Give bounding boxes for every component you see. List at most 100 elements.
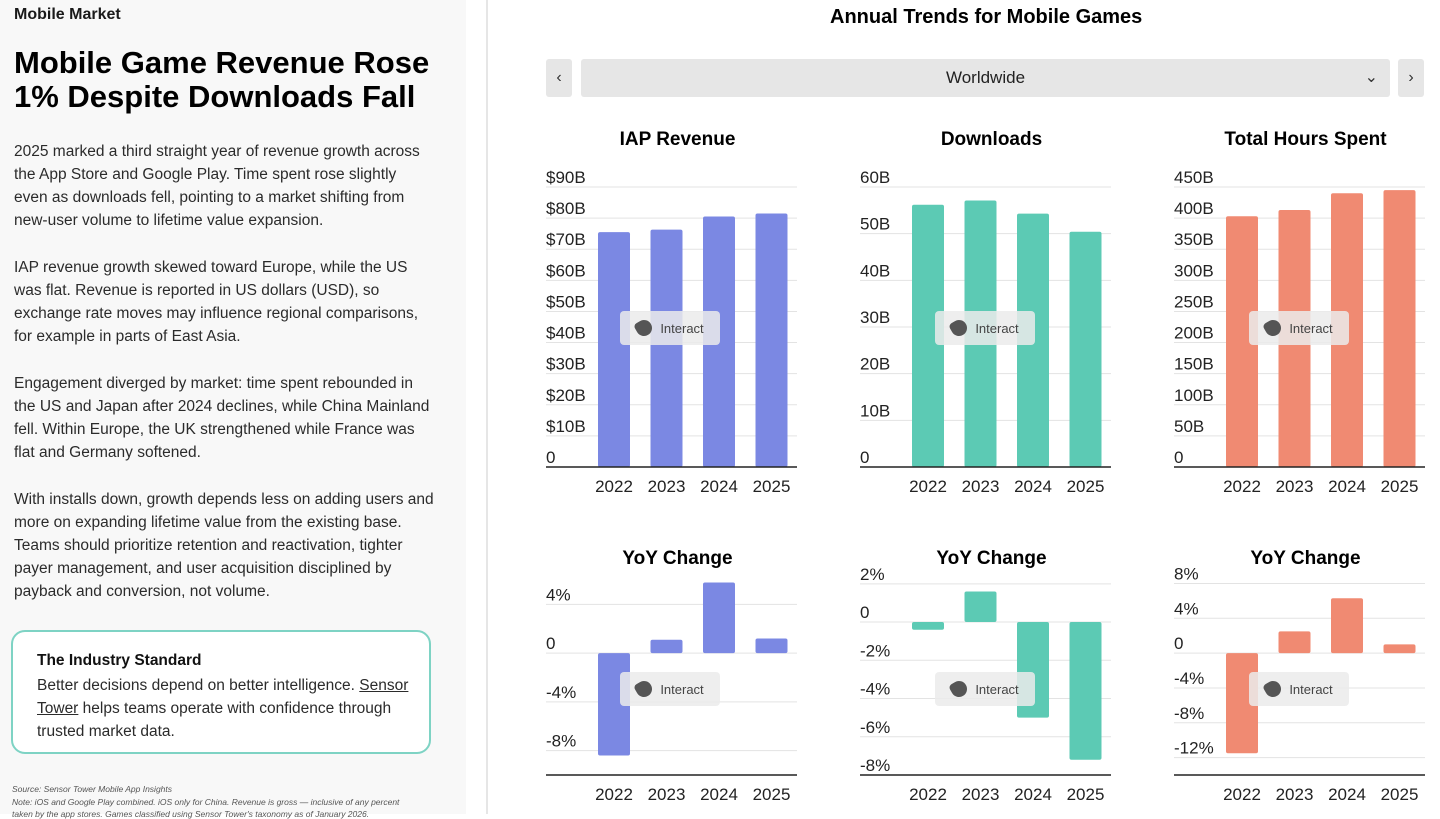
downloads-yoy-x-tick-label: 2025 bbox=[1067, 785, 1105, 804]
iap-yoy-bar-2023 bbox=[650, 639, 683, 654]
hours-bar-2022 bbox=[1226, 216, 1258, 467]
hours-yoy-x-tick-label: 2023 bbox=[1276, 785, 1314, 804]
downloads-y-tick-label: 40B bbox=[860, 261, 890, 280]
downloads-y-tick-label: 0 bbox=[860, 448, 869, 467]
prev-region-button[interactable]: ‹ bbox=[546, 59, 572, 97]
iap-bar-2023 bbox=[650, 229, 683, 467]
hand-pointer-icon bbox=[633, 678, 656, 700]
region-dropdown[interactable]: Worldwide ⌄ bbox=[581, 59, 1390, 97]
hand-pointer-icon bbox=[1262, 317, 1285, 339]
downloads-yoy-y-tick-label: 0 bbox=[860, 603, 869, 622]
industry-standard-callout: The Industry Standard Better decisions d… bbox=[11, 630, 431, 754]
iap-yoy-y-tick-label: 0 bbox=[546, 634, 555, 653]
iap-yoy-bar-2025 bbox=[755, 638, 788, 654]
downloads-yoy-x-tick-label: 2023 bbox=[962, 785, 1000, 804]
downloads-yoy-y-tick-label: -8% bbox=[860, 756, 890, 775]
article-panel: Mobile Market Mobile Game Revenue Rose 1… bbox=[0, 0, 466, 819]
iap-y-tick-label: $90B bbox=[546, 168, 586, 187]
hours-chart-title: Total Hours Spent bbox=[1224, 129, 1387, 150]
hours-yoy-y-tick-label: 8% bbox=[1174, 564, 1199, 583]
hours-yoy-y-tick-label: -8% bbox=[1174, 704, 1204, 723]
iap-y-tick-label: $30B bbox=[546, 355, 586, 374]
interact-button-iap[interactable]: Interact bbox=[620, 311, 720, 345]
hours-yoy-x-tick-label: 2024 bbox=[1328, 785, 1366, 804]
downloads-yoy-y-tick-label: -4% bbox=[860, 680, 890, 699]
hours-y-tick-label: 250B bbox=[1174, 292, 1214, 311]
hours-yoy-y-tick-label: 4% bbox=[1174, 599, 1199, 618]
iap-yoy-x-tick-label: 2024 bbox=[700, 785, 738, 804]
callout-body: Better decisions depend on better intell… bbox=[37, 674, 417, 743]
source-note: Source: Sensor Tower Mobile App Insights bbox=[12, 784, 173, 794]
chevron-right-icon: › bbox=[1408, 69, 1414, 86]
downloads-yoy-chart-title: YoY Change bbox=[936, 548, 1046, 569]
hand-pointer-icon bbox=[633, 317, 656, 339]
hours-yoy-y-tick-label: -4% bbox=[1174, 669, 1204, 688]
hours-y-tick-label: 400B bbox=[1174, 199, 1214, 218]
hours-y-tick-label: 0 bbox=[1174, 448, 1183, 467]
hours-y-tick-label: 200B bbox=[1174, 324, 1214, 343]
downloads-yoy-bar-2022 bbox=[912, 622, 944, 630]
downloads-yoy-y-tick-label: -6% bbox=[860, 718, 890, 737]
headline: Mobile Game Revenue Rose 1% Despite Down… bbox=[14, 45, 430, 114]
iap-y-tick-label: $20B bbox=[546, 386, 586, 405]
hand-pointer-icon bbox=[948, 678, 971, 700]
downloads-bar-2025 bbox=[1069, 231, 1102, 467]
next-region-button[interactable]: › bbox=[1398, 59, 1424, 97]
downloads-yoy-bar-2025 bbox=[1069, 622, 1102, 760]
interact-label: Interact bbox=[975, 681, 1019, 697]
downloads-yoy-x-tick-label: 2022 bbox=[909, 785, 947, 804]
hours-y-tick-label: 100B bbox=[1174, 386, 1214, 405]
hand-pointer-icon bbox=[1262, 678, 1285, 700]
callout-title: The Industry Standard bbox=[37, 652, 202, 669]
interact-button-hours[interactable]: Interact bbox=[1249, 311, 1349, 345]
iap-x-tick-label: 2022 bbox=[595, 477, 633, 496]
callout-text-before: Better decisions depend on better intell… bbox=[37, 677, 360, 694]
section-kicker: Mobile Market bbox=[14, 6, 121, 23]
hours-yoy-bar-2024 bbox=[1331, 598, 1363, 654]
iap-bar-2022 bbox=[598, 232, 630, 467]
downloads-y-tick-label: 20B bbox=[860, 355, 890, 374]
iap-yoy-y-tick-label: 4% bbox=[546, 585, 571, 604]
downloads-y-tick-label: 60B bbox=[860, 168, 890, 187]
chevron-down-icon: ⌄ bbox=[1364, 69, 1378, 86]
dashboard-title: Annual Trends for Mobile Games bbox=[830, 6, 1143, 28]
interact-label: Interact bbox=[975, 320, 1019, 336]
hours-x-tick-label: 2024 bbox=[1328, 477, 1366, 496]
iap-y-tick-label: 0 bbox=[546, 448, 555, 467]
downloads-yoy-x-tick-label: 2024 bbox=[1014, 785, 1052, 804]
interact-label: Interact bbox=[1289, 681, 1333, 697]
downloads-y-tick-label: 10B bbox=[860, 401, 890, 420]
interact-button-downloads-yoy[interactable]: Interact bbox=[935, 672, 1035, 706]
paragraph-1: 2025 marked a third straight year of rev… bbox=[14, 143, 420, 229]
interact-button-hours-yoy[interactable]: Interact bbox=[1249, 672, 1349, 706]
iap-yoy-x-tick-label: 2022 bbox=[595, 785, 633, 804]
downloads-yoy-y-tick-label: -2% bbox=[860, 641, 890, 660]
hours-y-tick-label: 300B bbox=[1174, 261, 1214, 280]
downloads-x-tick-label: 2024 bbox=[1014, 477, 1052, 496]
interact-button-iap-yoy[interactable]: Interact bbox=[620, 672, 720, 706]
downloads-yoy-y-tick-label: 2% bbox=[860, 565, 885, 584]
downloads-yoy-bar-2023 bbox=[964, 591, 997, 623]
hours-x-tick-label: 2023 bbox=[1276, 477, 1314, 496]
iap-y-tick-label: $40B bbox=[546, 324, 586, 343]
hours-x-tick-label: 2025 bbox=[1381, 477, 1419, 496]
downloads-x-tick-label: 2022 bbox=[909, 477, 947, 496]
hours-y-tick-label: 350B bbox=[1174, 230, 1214, 249]
iap-chart-title: IAP Revenue bbox=[620, 129, 736, 150]
interact-label: Interact bbox=[660, 681, 704, 697]
interact-button-downloads[interactable]: Interact bbox=[935, 311, 1035, 345]
downloads-y-tick-label: 30B bbox=[860, 308, 890, 327]
iap-x-tick-label: 2023 bbox=[648, 477, 686, 496]
iap-yoy-x-tick-label: 2025 bbox=[753, 785, 791, 804]
sensor-tower-link[interactable]: Sensor Tower bbox=[37, 677, 409, 717]
iap-y-tick-label: $80B bbox=[546, 199, 586, 218]
iap-bar-2025 bbox=[755, 213, 788, 467]
downloads-x-tick-label: 2025 bbox=[1067, 477, 1105, 496]
iap-y-tick-label: $50B bbox=[546, 292, 586, 311]
hours-y-tick-label: 450B bbox=[1174, 168, 1214, 187]
iap-x-tick-label: 2025 bbox=[753, 477, 791, 496]
iap-yoy-y-tick-label: -8% bbox=[546, 732, 576, 751]
paragraph-2: IAP revenue growth skewed toward Europe,… bbox=[14, 259, 419, 345]
downloads-y-tick-label: 50B bbox=[860, 215, 890, 234]
hours-y-tick-label: 150B bbox=[1174, 355, 1214, 374]
